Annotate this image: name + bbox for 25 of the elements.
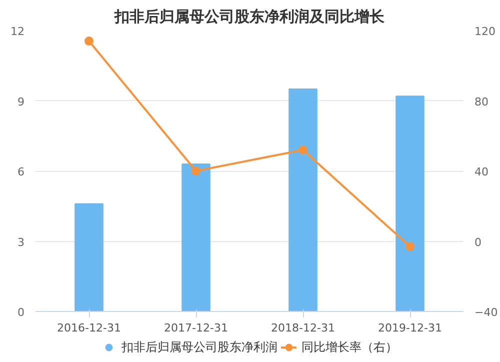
y2-tick-label: 0 <box>474 236 482 249</box>
bar <box>396 96 424 312</box>
x-tick-label: 2017-12-31 <box>164 322 228 334</box>
chart-title: 扣非后归属母公司股东净利润及同比增长 <box>114 8 386 26</box>
y-tick-label: 6 <box>18 166 24 178</box>
y2-tick-label: −40 <box>474 306 498 319</box>
y-tick-label: 3 <box>18 236 24 249</box>
y-tick-label: 12 <box>10 25 25 38</box>
bar <box>182 163 210 312</box>
x-tick-label: 2016-12-31 <box>57 322 121 334</box>
bar <box>288 88 318 312</box>
x-tick-label: 2019-12-31 <box>378 322 442 334</box>
y2-tick-label: 120 <box>474 25 496 38</box>
point <box>192 166 200 176</box>
y2-tick-label: 80 <box>474 95 488 108</box>
y2-tick-label: 40 <box>474 166 488 178</box>
point <box>406 242 414 252</box>
point <box>298 145 308 154</box>
y-tick-label: 9 <box>18 95 24 108</box>
point <box>84 36 94 46</box>
y-tick-label: 0 <box>18 306 24 319</box>
legend-label: 扣非后归属母公司股东净利润 <box>122 338 278 356</box>
legend-label: 同比增长率（右） <box>302 338 398 356</box>
bar <box>74 203 104 312</box>
x-tick-label: 2018-12-31 <box>271 322 335 334</box>
